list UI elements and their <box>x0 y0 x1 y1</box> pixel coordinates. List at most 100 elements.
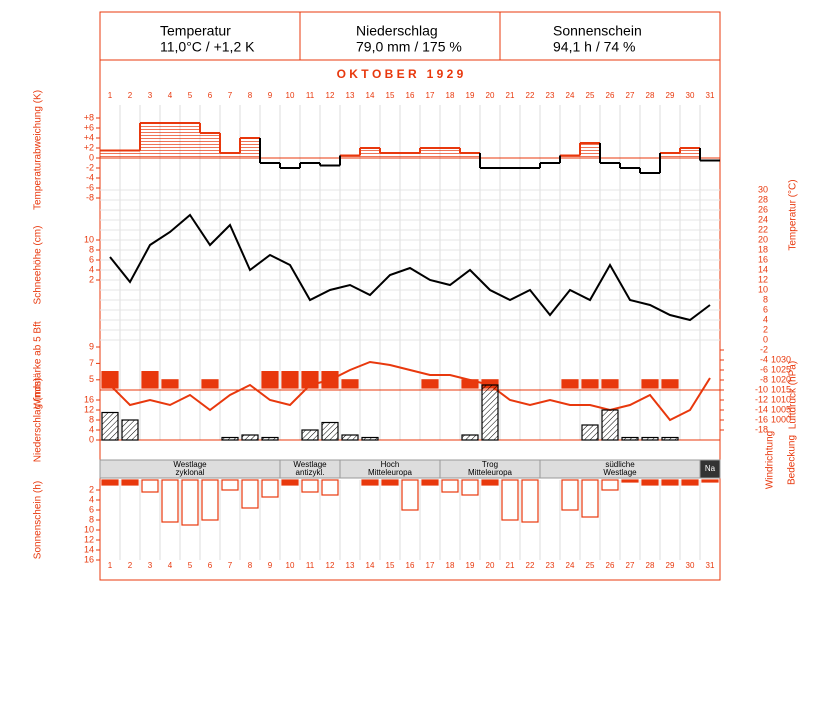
day-label: 1 <box>108 561 113 570</box>
y2-tick-label: 26 <box>758 204 768 214</box>
deviation-fill <box>120 150 140 158</box>
y-tick-label: +4 <box>84 132 94 142</box>
deviation-fill <box>180 123 200 158</box>
day-label: 17 <box>426 91 435 100</box>
y2-tick-label: 14 <box>758 264 768 274</box>
y2-tick-label: -14 <box>755 404 768 414</box>
day-label: 11 <box>306 561 315 570</box>
deviation-fill <box>580 143 600 158</box>
y-tick-label: 8 <box>89 414 94 424</box>
deviation-fill <box>380 153 400 158</box>
y-tick-label: 16 <box>84 554 94 564</box>
y-tick-label: 8 <box>89 514 94 524</box>
day-label: 30 <box>686 91 695 100</box>
deviation-fill <box>400 153 420 158</box>
bar <box>601 379 619 389</box>
y2-tick-label: 8 <box>763 294 768 304</box>
day-label: 15 <box>386 561 395 570</box>
y-tick-label: +8 <box>84 112 94 122</box>
y-tick-label: -4 <box>86 172 94 182</box>
bar <box>601 409 619 441</box>
header-value: 79,0 mm / 175 % <box>356 39 462 55</box>
deviation-fill <box>220 153 240 158</box>
day-label: 9 <box>268 91 273 100</box>
day-label: 4 <box>168 91 173 100</box>
y-axis-label: Windstärke ab 5 Bft <box>33 321 44 408</box>
bar <box>661 479 679 486</box>
header-label: Temperatur <box>160 23 231 39</box>
day-label: 2 <box>128 561 133 570</box>
day-label: 13 <box>346 561 355 570</box>
day-label: 27 <box>626 561 635 570</box>
y2-tick-label: -2 <box>760 344 768 354</box>
y-axis-label: Sonnenschein (h) <box>33 481 44 559</box>
y2-tick-label: 24 <box>758 214 768 224</box>
day-label: 19 <box>466 561 475 570</box>
day-label: 10 <box>286 91 295 100</box>
day-label: 31 <box>706 91 715 100</box>
header-label: Niederschlag <box>356 23 438 39</box>
header-label: Sonnenschein <box>553 23 642 39</box>
day-grid <box>119 105 701 560</box>
bar <box>101 411 119 441</box>
weather-label: Mitteleuropa <box>468 468 513 477</box>
y2-tick-label: -6 <box>760 364 768 374</box>
frame <box>99 11 721 581</box>
day-label: 19 <box>466 91 475 100</box>
y-tick-label: 16 <box>84 394 94 404</box>
bar <box>261 479 279 498</box>
y2-tick-label: 1000 <box>771 414 791 424</box>
day-label: 26 <box>606 561 615 570</box>
deviation-fill <box>680 148 700 158</box>
y-tick-label: 0 <box>89 434 94 444</box>
y2-tick-label: 10 <box>758 284 768 294</box>
y-tick-label: -8 <box>86 192 94 202</box>
right-label: Windrichtung <box>765 431 776 489</box>
deviation-fill <box>460 153 480 158</box>
weather-label: zyklonal <box>176 468 205 477</box>
y2-tick-label: 1010 <box>771 394 791 404</box>
day-label: 6 <box>208 91 213 100</box>
bar <box>561 379 579 389</box>
weather-label: Westlage <box>293 460 327 469</box>
day-label: 13 <box>346 91 355 100</box>
day-label: 14 <box>366 561 375 570</box>
y-axis-label: Niederschlag (mm) <box>33 378 44 462</box>
deviation-fill <box>240 138 260 158</box>
bar <box>681 479 699 486</box>
deviation-fill <box>520 158 540 168</box>
day-label: 18 <box>446 561 455 570</box>
bar <box>401 479 419 511</box>
bar <box>321 421 339 441</box>
bar <box>221 436 239 441</box>
bar <box>621 436 639 441</box>
y-tick-label: +2 <box>84 142 94 152</box>
weather-label: Westlage <box>173 460 207 469</box>
deviation-fill <box>320 158 340 166</box>
y-tick-label: 4 <box>89 494 94 504</box>
day-label: 16 <box>406 91 415 100</box>
y-tick-label: -2 <box>86 162 94 172</box>
weather-label: antizykl. <box>296 468 325 477</box>
bar <box>701 479 719 483</box>
y-tick-label: 4 <box>89 264 94 274</box>
deviation-fill <box>640 158 660 173</box>
deviation-fill <box>140 123 160 158</box>
bar <box>501 479 519 521</box>
y-axis-label: Schneehöhe (cm) <box>33 226 44 305</box>
bar <box>261 371 279 389</box>
deviation-fill <box>280 158 300 168</box>
bar <box>181 479 199 526</box>
deviation-fill <box>340 155 360 158</box>
y2-tick-label: 28 <box>758 194 768 204</box>
day-label: 24 <box>566 561 575 570</box>
day-label: 12 <box>326 561 335 570</box>
y-tick-label: 2 <box>89 484 94 494</box>
deviation-fill <box>480 158 500 168</box>
bar <box>321 479 339 496</box>
y-tick-label: 5 <box>89 374 94 384</box>
bar <box>341 434 359 441</box>
day-label: 10 <box>286 561 295 570</box>
bar <box>281 371 299 389</box>
